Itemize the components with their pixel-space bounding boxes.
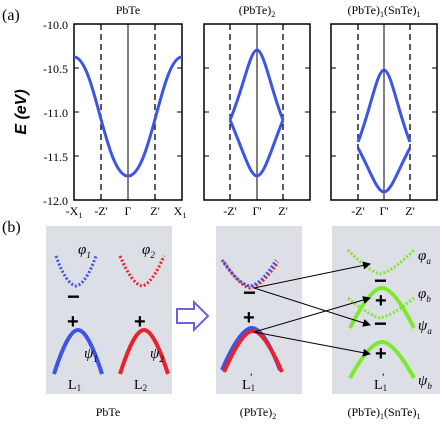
band-curve-pbte (73, 55, 183, 178)
psi1-solid-band (52, 327, 104, 375)
x-tick-labels-pbte: -X1 -Z' Γ Z' X1 (66, 204, 187, 220)
minus-sign: − (374, 311, 387, 336)
panel-b-label: (b) (2, 219, 21, 236)
x-tick-labels-pbte2: -Z' Γ' Z' (223, 204, 288, 218)
phi2-dotted-band (118, 255, 166, 288)
phi-b-label: φb (418, 286, 431, 304)
plus-sign: + (375, 343, 387, 365)
plot-pbte-snte: (PbTe)1(SnTe)1 -Z' Γ' Z' (330, 3, 438, 218)
psi-a-solid-band (348, 285, 416, 329)
y-ticks (74, 67, 182, 157)
y-tick-label: -11.0 (43, 106, 68, 120)
y-tick-label: -10.0 (43, 18, 68, 32)
x-tick-label: -X1 (66, 204, 83, 220)
psi2-label: ψ2 (150, 346, 164, 364)
box-background (216, 226, 302, 394)
plus-sign: + (243, 307, 255, 329)
y-tick-label: -12.0 (43, 194, 68, 208)
y-tick-label: -10.5 (43, 62, 68, 76)
psi2-solid-band (118, 327, 170, 375)
phi-a-dotted-band (346, 248, 416, 276)
box-background (46, 226, 172, 394)
transition-arrow-icon (176, 299, 210, 333)
x-tick-label: -Z' (94, 204, 108, 218)
band-curve-lower (228, 119, 285, 178)
plot-title-pbte-snte: (PbTe)1(SnTe)1 (348, 3, 421, 19)
x-tick-label: Γ' (379, 204, 388, 218)
box-background (332, 226, 440, 394)
psi1-label: ψ1 (84, 346, 98, 364)
x-tick-label: X1 (174, 204, 187, 220)
y-axis-label: E (eV) (13, 89, 30, 134)
phi-dotted-band-red (222, 261, 280, 290)
band-curve-upper (228, 48, 285, 121)
L1-prime-label: L1' (242, 370, 255, 393)
L1-label: L1 (68, 378, 81, 393)
plot-pbte: PbTe -X1 -Z' Γ Z' X1 (66, 3, 187, 220)
x-tick-label: -Z' (351, 204, 365, 218)
minus-sign: − (67, 284, 80, 309)
psi-a-label: ψa (418, 318, 432, 336)
x-tick-label: Z' (278, 204, 288, 218)
phi1-label: φ1 (78, 242, 91, 260)
band-curve-upper (356, 68, 412, 143)
box-pbte: φ1 φ2 − + + ψ1 ψ2 L1 L2 PbTe (46, 226, 172, 419)
x-tick-label: Γ (125, 204, 132, 218)
panel-a-label: (a) (2, 7, 20, 24)
psi-solid-band-red (222, 328, 284, 373)
box-pbte-snte: φa φb ψa ψb − + − + L1' (PbTe)1(SnTe)1 (332, 226, 440, 421)
x-tick-labels-pbte-snte: -Z' Γ' Z' (351, 204, 415, 218)
plot-title-pbte: PbTe (116, 3, 141, 17)
box-caption-pbte2: (PbTe)2 (240, 405, 276, 421)
coupling-arrow (253, 261, 371, 289)
box-pbte2: − + L1' (PbTe)2 (216, 226, 302, 421)
y-ticks (204, 67, 310, 157)
psi-b-label: ψb (418, 373, 432, 391)
y-ticks (331, 67, 437, 157)
psi-b-solid-band (348, 339, 416, 379)
band-curve-lower (356, 147, 412, 194)
coupling-arrows (253, 261, 371, 357)
box-caption-pbte-snte: (PbTe)1(SnTe)1 (348, 405, 421, 421)
box-caption-pbte: PbTe (96, 405, 121, 419)
y-tick-label: -11.5 (43, 150, 68, 164)
x-tick-label: Γ' (252, 204, 261, 218)
phi-b-dotted-band (347, 296, 415, 320)
plot-title-pbte2: (PbTe)2 (239, 3, 275, 19)
plot-pbte2: (PbTe)2 -Z' Γ' Z' (203, 3, 311, 218)
plus-sign: + (134, 311, 146, 333)
plus-sign: + (375, 290, 387, 312)
plus-sign: + (67, 311, 79, 333)
phi1-dotted-band (54, 255, 98, 288)
x-tick-label: Z' (150, 204, 160, 218)
L2-label: L2 (134, 378, 147, 393)
coupling-arrow (253, 331, 371, 357)
coupling-arrow (253, 296, 371, 333)
y-tick-labels: -10.0 -10.5 -11.0 -11.5 -12.0 (43, 18, 68, 208)
minus-sign: − (374, 268, 387, 293)
x-tick-label: Z' (405, 204, 415, 218)
phi-a-label: φa (418, 248, 431, 266)
coupling-arrow (253, 287, 371, 327)
x-tick-label: -Z' (223, 204, 237, 218)
phi2-label: φ2 (142, 242, 155, 260)
L1-prime-label: L1' (374, 370, 387, 393)
minus-sign: − (243, 280, 256, 305)
